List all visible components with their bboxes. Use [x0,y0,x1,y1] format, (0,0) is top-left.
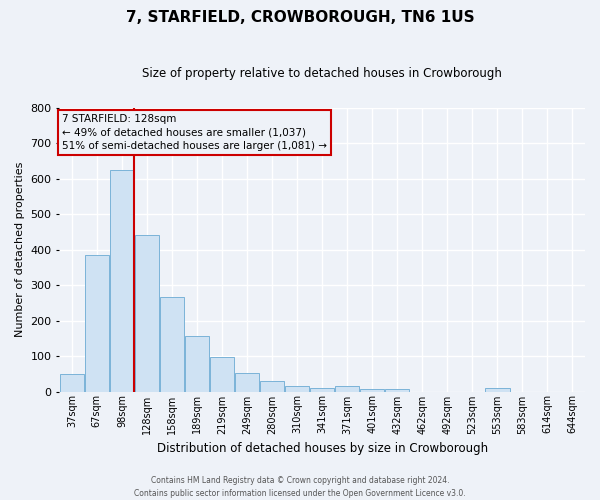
Bar [385,388,409,392]
Title: Size of property relative to detached houses in Crowborough: Size of property relative to detached ho… [142,68,502,80]
Text: Contains HM Land Registry data © Crown copyright and database right 2024.
Contai: Contains HM Land Registry data © Crown c… [134,476,466,498]
Bar [110,170,134,392]
Text: 7, STARFIELD, CROWBOROUGH, TN6 1US: 7, STARFIELD, CROWBOROUGH, TN6 1US [125,10,475,25]
Bar [135,234,159,392]
Bar [310,388,334,392]
Bar [210,357,234,392]
Bar [285,386,309,392]
Bar [335,386,359,392]
Bar [485,388,509,392]
Bar [160,297,184,392]
Bar [235,373,259,392]
Bar [360,388,385,392]
Y-axis label: Number of detached properties: Number of detached properties [15,162,25,338]
Text: 7 STARFIELD: 128sqm
← 49% of detached houses are smaller (1,037)
51% of semi-det: 7 STARFIELD: 128sqm ← 49% of detached ho… [62,114,327,150]
Bar [59,374,84,392]
Bar [85,255,109,392]
X-axis label: Distribution of detached houses by size in Crowborough: Distribution of detached houses by size … [157,442,488,455]
Bar [185,336,209,392]
Bar [260,381,284,392]
